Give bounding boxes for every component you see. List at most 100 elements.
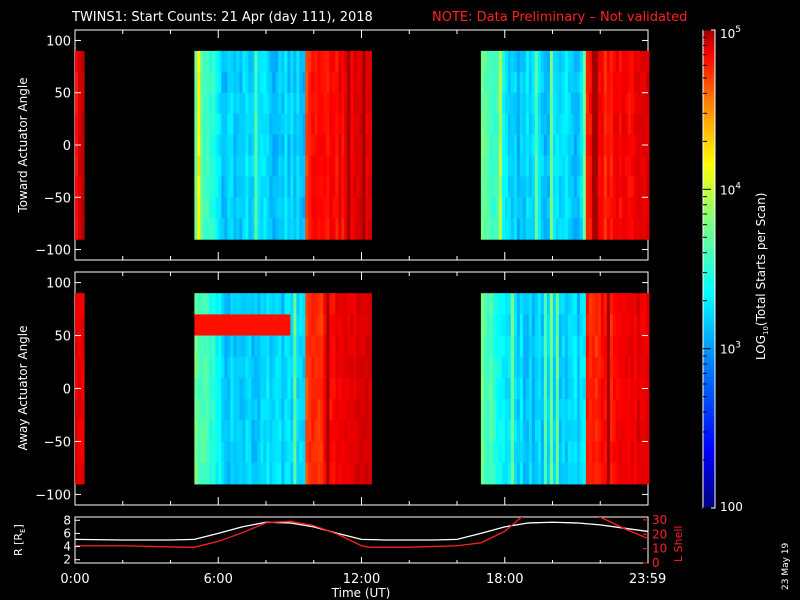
heatmap-cell [579,462,584,485]
heatmap-cell [281,92,285,115]
heatmap-cell [263,335,267,358]
heatmap-cell [621,197,626,219]
heatmap-cell [525,314,530,337]
heatmap-cell [81,399,85,421]
heatmap-cell [501,462,506,485]
heatmap-cell [266,399,270,421]
heatmap-cell [525,462,530,485]
heatmap-cell [552,293,557,315]
heatmap-cell [284,197,288,219]
heatmap-cell [263,462,267,485]
heatmap-cell [254,134,258,157]
heatmap-cell [618,50,623,73]
heatmap-cell [263,293,267,315]
heatmap-cell [239,399,243,421]
heatmap-cell [284,314,288,337]
heatmap-cell [513,462,518,485]
heatmap-cell [567,50,572,73]
heatmap-cell [341,176,345,198]
x-tick-label: 0:00 [60,572,89,587]
heatmap-cell [278,314,282,337]
heatmap-cell [546,155,551,177]
heatmap-cell [233,50,237,73]
heatmap-cell [227,462,231,485]
heatmap-cell [194,92,198,115]
heatmap-cell [329,462,333,485]
heatmap-cell [552,92,557,115]
heatmap-cell [284,71,288,94]
heatmap-cell [362,197,366,219]
heatmap-cell [257,420,261,443]
heatmap-cell [492,293,497,315]
heatmap-cell [341,377,345,400]
heatmap-cell [624,176,629,198]
heatmap-cell [263,134,267,157]
heatmap-cell [588,92,593,115]
heatmap-cell [615,134,620,157]
heatmap-cell [299,293,303,315]
heatmap-cell [272,356,276,379]
heatmap-cell [561,155,566,177]
heatmap-cell [197,92,201,115]
heatmap-cell [573,377,578,400]
heatmap-cell [594,218,599,240]
heatmap-cell [615,356,620,379]
heatmap-cell [570,377,575,400]
heatmap-cell [489,50,494,73]
heatmap-cell [224,377,228,400]
heatmap-cell [495,420,500,443]
heatmap-cell [227,134,231,157]
heatmap-cell [543,314,548,337]
heatmap-cell [326,176,330,198]
heatmap-cell [480,462,485,485]
heatmap-cell [555,399,560,421]
heatmap-cell [203,441,207,464]
heatmap-cell [540,314,545,337]
heatmap-cell [534,314,539,337]
heatmap-cell [206,155,210,177]
heatmap-cell [528,134,533,157]
heatmap-cell [347,50,351,73]
heatmap-cell [501,50,506,73]
heatmap-cell [305,293,309,315]
heatmap-cell [516,441,521,464]
heatmap-cell [564,50,569,73]
heatmap-cell [633,462,638,485]
heatmap-cell [489,335,494,358]
heatmap-cell [200,113,204,136]
heatmap-cell [597,356,602,379]
heatmap-cell [633,314,638,337]
heatmap-cell [531,293,536,315]
heatmap-cell [263,420,267,443]
heatmap-cell [242,377,246,400]
heatmap-cell [263,399,267,421]
heatmap-cell [284,50,288,73]
heatmap-cell [269,92,273,115]
heatmap-cell [603,462,608,485]
heatmap-cell [513,134,518,157]
heatmap-cell [498,113,503,136]
heatmap-cell [350,399,354,421]
heatmap-cell [224,441,228,464]
heatmap-cell [489,155,494,177]
heatmap-cell [486,420,491,443]
heatmap-cell [194,462,198,485]
heatmap-cell [495,197,500,219]
heatmap-cell [365,92,369,115]
heatmap-cell [344,377,348,400]
heatmap-cell [296,420,300,443]
preliminary-note: NOTE: Data Preliminary – Not validated [432,10,687,25]
heatmap-cell [230,377,234,400]
heatmap-cell [513,420,518,443]
heatmap-cell [534,197,539,219]
heatmap-cell [323,155,327,177]
heatmap-cell [368,218,372,240]
heatmap-cell [531,92,536,115]
heatmap-cell [197,293,201,315]
heatmap-cell [305,335,309,358]
heatmap-cell [278,462,282,485]
heatmap-cell [591,71,596,94]
heatmap-cell [359,399,363,421]
heatmap-cell [78,113,82,136]
